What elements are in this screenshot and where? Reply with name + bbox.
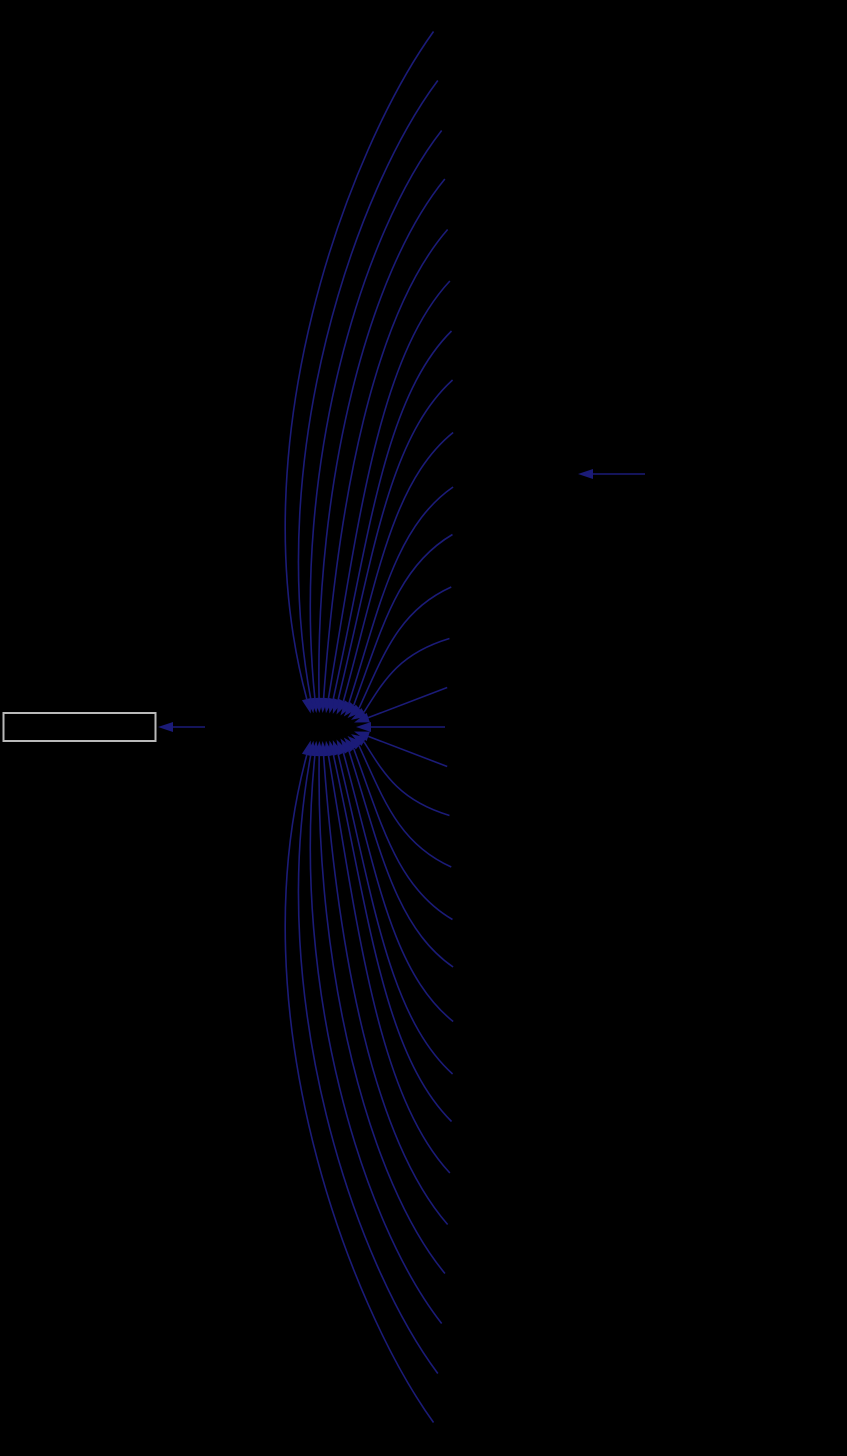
box-edge-group bbox=[158, 722, 205, 732]
fan-edge-arrowhead bbox=[356, 722, 371, 732]
fan-edge-curve bbox=[363, 637, 450, 713]
fan-edge-arrowhead bbox=[343, 701, 358, 717]
fan-edge-curve bbox=[332, 754, 453, 1123]
fan-edge-curve bbox=[318, 178, 446, 699]
fan-edge-curve bbox=[284, 754, 435, 1423]
fan-edge-curve bbox=[327, 280, 451, 699]
box-edge-arrowhead bbox=[158, 722, 173, 732]
fan-edge-arrowhead bbox=[351, 734, 367, 747]
fan-edge-curve bbox=[342, 431, 454, 702]
lone-edge-group bbox=[578, 469, 645, 479]
fan-edge-curve bbox=[284, 31, 435, 700]
fan-edge-curve bbox=[322, 755, 449, 1226]
fan-edge-curve bbox=[363, 741, 450, 817]
fan-edge-curve bbox=[327, 755, 451, 1174]
fan-edge-curve bbox=[332, 330, 453, 700]
fan-edge-arrowhead bbox=[340, 738, 354, 754]
fan-edge-curve bbox=[297, 80, 439, 699]
fan-edge-curve bbox=[348, 750, 454, 968]
fan-edge-curve bbox=[367, 735, 448, 768]
fan-edge-arrowhead bbox=[354, 712, 370, 723]
fan-edge-curve bbox=[309, 755, 443, 1324]
fan-edge-arrowhead bbox=[354, 731, 370, 742]
fan-edge-curve bbox=[367, 686, 448, 719]
lone-edge-arrowhead bbox=[578, 469, 593, 479]
fan-edge-curve bbox=[337, 753, 454, 1075]
fan-edge-curve bbox=[348, 486, 454, 704]
fan-edge-curve bbox=[309, 130, 443, 699]
fan-edge-curve bbox=[322, 228, 449, 699]
fan-edge-curve bbox=[358, 745, 452, 868]
fan-edge-curve bbox=[342, 752, 454, 1023]
fan-edge-arrowhead bbox=[301, 740, 312, 757]
fan-edge-curve bbox=[337, 379, 454, 701]
fan-edge-curve bbox=[297, 755, 439, 1374]
fan-edges-group bbox=[284, 31, 454, 1423]
fan-edge-arrowhead bbox=[343, 737, 358, 753]
fan-edge-curve bbox=[358, 586, 452, 709]
fan-edge-curve bbox=[352, 533, 453, 706]
left-box-node bbox=[2, 712, 157, 742]
nodes-group bbox=[2, 712, 157, 742]
fan-edge-curve bbox=[318, 755, 446, 1275]
fan-edge-curve bbox=[352, 748, 453, 921]
